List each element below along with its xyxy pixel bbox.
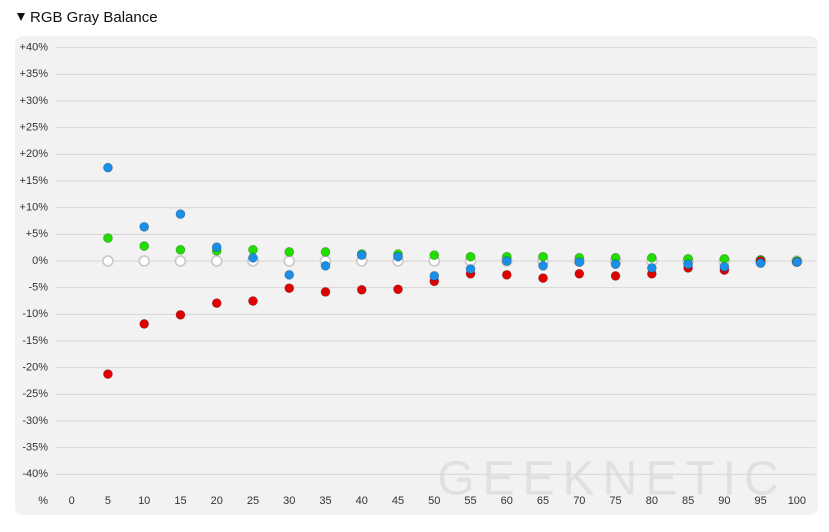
point [102, 255, 114, 267]
point [429, 250, 440, 261]
point [248, 252, 258, 263]
point [211, 298, 222, 309]
chart-title: RGB Gray Balance [30, 9, 158, 26]
point [103, 162, 113, 173]
y-tick-label: +15% [20, 175, 49, 187]
x-tick-label: 80 [646, 495, 658, 507]
point [320, 260, 331, 271]
point [284, 269, 295, 280]
x-tick-label: 30 [283, 495, 295, 507]
point [174, 255, 187, 267]
x-tick-label: 0 [69, 495, 75, 507]
x-tick-label: 55 [464, 495, 476, 507]
point [284, 283, 295, 294]
point [393, 284, 403, 295]
point [210, 255, 223, 267]
point [538, 251, 548, 262]
point [356, 284, 367, 295]
x-tick-label: 70 [573, 495, 585, 507]
x-tick-label: 35 [319, 495, 331, 507]
point [356, 250, 367, 261]
y-tick-label: +20% [20, 148, 49, 160]
y-tick-label: -5% [28, 282, 48, 294]
y-tick-label: -40% [22, 468, 48, 480]
point [538, 260, 548, 271]
x-tick-label: 60 [501, 495, 513, 507]
y-tick-label: -30% [22, 415, 48, 427]
point [501, 256, 512, 266]
x-tick-label: 65 [537, 495, 549, 507]
point [719, 261, 730, 272]
point [610, 271, 621, 281]
point [283, 255, 296, 267]
y-tick-label: -15% [22, 335, 48, 347]
point [284, 247, 295, 257]
point [211, 242, 222, 253]
x-tick-label: 15 [174, 495, 186, 507]
x-tick-label: 25 [247, 495, 259, 507]
point [755, 258, 766, 269]
point [501, 269, 512, 280]
x-tick-label: 95 [754, 495, 766, 507]
point [791, 257, 802, 267]
y-tick-label: +10% [20, 202, 49, 214]
point [320, 287, 331, 297]
y-tick-label: +30% [20, 95, 49, 107]
x-tick-label: 85 [682, 495, 694, 507]
x-tick-label: 40 [356, 495, 368, 507]
x-tick-label: 45 [392, 495, 404, 507]
x-axis-label: % [38, 495, 48, 507]
plot-panel [15, 36, 818, 515]
y-tick-label: 0% [32, 255, 48, 267]
point [103, 369, 113, 379]
point [465, 251, 476, 262]
point [248, 296, 258, 306]
x-tick-label: 75 [609, 495, 621, 507]
point [175, 209, 186, 219]
point [175, 309, 186, 320]
point [429, 271, 440, 281]
y-tick-label: -10% [22, 308, 48, 320]
point [610, 259, 621, 270]
point [574, 257, 585, 267]
point [103, 233, 113, 243]
y-tick-label: -35% [22, 442, 48, 454]
collapse-icon[interactable] [17, 13, 25, 21]
point [646, 263, 657, 273]
point [465, 264, 476, 274]
point [683, 259, 693, 270]
x-tick-label: 5 [105, 495, 111, 507]
point [538, 273, 548, 283]
x-tick-label: 10 [138, 495, 150, 507]
point [139, 319, 150, 329]
x-tick-label: 100 [788, 495, 806, 507]
point [138, 255, 151, 267]
point [320, 247, 331, 257]
point [646, 252, 657, 263]
y-tick-label: +5% [26, 228, 49, 240]
watermark: GEEKNETIC [437, 453, 786, 506]
point [139, 241, 150, 251]
point [139, 221, 150, 232]
point [574, 268, 585, 279]
x-tick-label: 20 [211, 495, 223, 507]
y-tick-label: -20% [22, 362, 48, 374]
point [175, 244, 186, 255]
x-tick-label: 50 [428, 495, 440, 507]
x-tick-label: 90 [718, 495, 730, 507]
y-tick-label: +40% [20, 42, 49, 54]
y-tick-label: -25% [22, 388, 48, 400]
y-tick-label: +25% [20, 122, 49, 134]
y-tick-label: +35% [20, 68, 49, 80]
point [393, 251, 403, 262]
